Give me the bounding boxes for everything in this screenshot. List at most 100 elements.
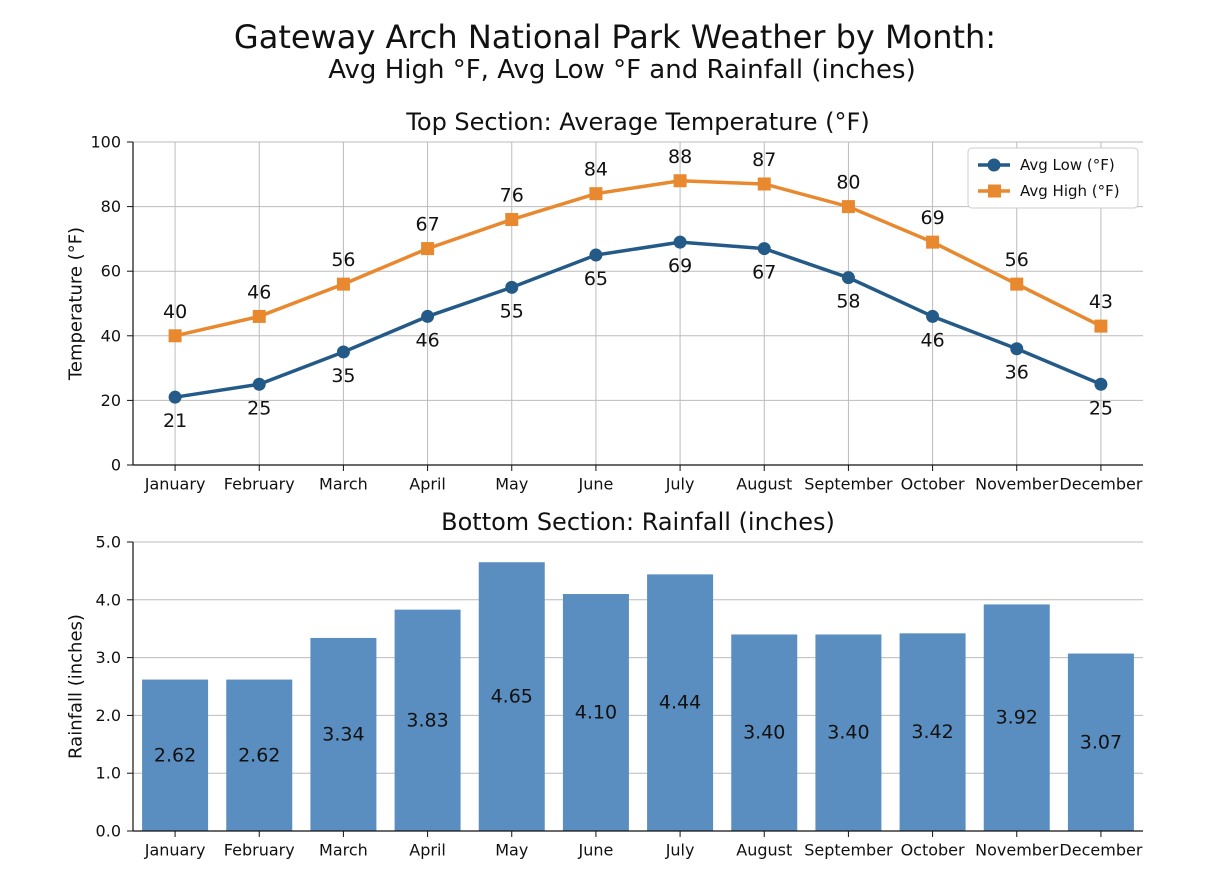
x-tick-label: August bbox=[736, 475, 792, 494]
data-label: 56 bbox=[1005, 249, 1029, 271]
x-tick-label: April bbox=[409, 475, 446, 494]
legend-marker bbox=[988, 184, 1001, 198]
data-label: 46 bbox=[415, 329, 439, 351]
data-label: 3.92 bbox=[996, 707, 1038, 729]
data-label: 40 bbox=[163, 301, 187, 323]
marker bbox=[1010, 277, 1024, 291]
data-label: 4.44 bbox=[659, 692, 701, 714]
bar bbox=[731, 634, 798, 831]
x-tick-label: October bbox=[901, 841, 965, 860]
series-line bbox=[174, 240, 1102, 399]
legend: Avg Low (°F) Avg High (°F) bbox=[967, 147, 1139, 209]
data-label: 67 bbox=[415, 214, 439, 236]
data-label: 58 bbox=[836, 291, 860, 313]
marker bbox=[1010, 342, 1024, 356]
bar bbox=[226, 679, 293, 831]
bar bbox=[1067, 653, 1134, 831]
marker bbox=[1094, 319, 1108, 333]
x-tick-label: December bbox=[1059, 475, 1142, 494]
x-tick-label: November bbox=[975, 841, 1059, 860]
legend-marker bbox=[987, 158, 1001, 172]
marker bbox=[505, 280, 519, 294]
marker bbox=[168, 390, 182, 404]
y-axis-label: Rainfall (inches) bbox=[66, 614, 87, 759]
y-tick-label: 0.0 bbox=[96, 822, 121, 841]
data-label: 3.42 bbox=[911, 721, 953, 743]
x-tick-label: December bbox=[1059, 841, 1142, 860]
x-tick-label: July bbox=[665, 475, 695, 494]
figure-title: Gateway Arch National Park Weather by Mo… bbox=[234, 18, 996, 56]
marker bbox=[421, 309, 435, 323]
y-tick-label: 20 bbox=[101, 391, 121, 410]
y-tick-label: 5.0 bbox=[96, 533, 121, 552]
data-label: 69 bbox=[920, 207, 944, 229]
bar bbox=[899, 633, 966, 831]
x-tick-label: June bbox=[577, 475, 613, 494]
marker bbox=[673, 174, 687, 188]
marker bbox=[673, 235, 687, 249]
data-label: 80 bbox=[836, 172, 860, 194]
x-tick-label: February bbox=[224, 475, 295, 494]
x-tick-label: April bbox=[409, 841, 446, 860]
x-tick-label: September bbox=[804, 841, 893, 860]
data-label: 84 bbox=[584, 159, 608, 181]
bar bbox=[983, 604, 1050, 831]
chart-title: Top Section: Average Temperature (°F) bbox=[405, 108, 869, 136]
data-label: 4.65 bbox=[491, 686, 533, 708]
data-label: 43 bbox=[1089, 291, 1113, 313]
marker bbox=[757, 177, 771, 191]
data-label: 3.40 bbox=[827, 722, 869, 744]
marker bbox=[841, 271, 855, 285]
data-label: 3.07 bbox=[1080, 731, 1122, 753]
marker bbox=[926, 309, 940, 323]
x-tick-label: October bbox=[901, 475, 965, 494]
data-label: 4.10 bbox=[575, 702, 617, 724]
y-tick-label: 1.0 bbox=[96, 764, 121, 783]
marker bbox=[841, 200, 855, 214]
bar bbox=[394, 609, 461, 831]
x-tick-label: September bbox=[804, 475, 893, 494]
bar bbox=[562, 594, 629, 831]
legend-label: Avg High (°F) bbox=[1020, 182, 1120, 200]
data-label: 3.34 bbox=[322, 723, 364, 745]
x-tick-label: June bbox=[577, 841, 613, 860]
marker bbox=[336, 277, 350, 291]
figure-subtitle: Avg High °F, Avg Low °F and Rainfall (in… bbox=[328, 55, 915, 85]
data-label: 65 bbox=[584, 268, 608, 290]
x-tick-label: July bbox=[665, 841, 695, 860]
data-label: 88 bbox=[668, 146, 692, 168]
bar bbox=[478, 562, 545, 831]
bar bbox=[310, 637, 377, 831]
marker bbox=[1094, 377, 1108, 391]
legend-box bbox=[967, 147, 1139, 209]
y-axis-label: Temperature (°F) bbox=[66, 227, 87, 381]
y-tick-label: 60 bbox=[101, 262, 121, 281]
data-label: 2.62 bbox=[238, 744, 280, 766]
data-label: 2.62 bbox=[154, 744, 196, 766]
marker bbox=[589, 187, 603, 201]
data-label: 46 bbox=[920, 329, 944, 351]
data-label: 25 bbox=[247, 397, 271, 419]
x-tick-label: May bbox=[495, 841, 528, 860]
y-tick-label: 4.0 bbox=[96, 590, 121, 609]
marker bbox=[589, 248, 603, 262]
series-line bbox=[174, 179, 1102, 338]
marker bbox=[505, 213, 519, 227]
data-label: 67 bbox=[752, 262, 776, 284]
data-label: 55 bbox=[500, 300, 524, 322]
data-label: 46 bbox=[247, 281, 271, 303]
bar bbox=[142, 679, 209, 831]
y-tick-label: 2.0 bbox=[96, 706, 121, 725]
data-label: 76 bbox=[500, 185, 524, 207]
data-label: 56 bbox=[331, 249, 355, 271]
data-label: 35 bbox=[331, 365, 355, 387]
y-tick-label: 80 bbox=[101, 197, 121, 216]
y-tick-label: 100 bbox=[90, 133, 121, 152]
data-label: 36 bbox=[1005, 362, 1029, 384]
x-tick-label: August bbox=[736, 841, 792, 860]
data-label: 21 bbox=[163, 410, 187, 432]
x-tick-label: January bbox=[144, 841, 206, 860]
x-tick-label: March bbox=[319, 475, 368, 494]
marker bbox=[252, 377, 266, 391]
data-label: 3.40 bbox=[743, 722, 785, 744]
